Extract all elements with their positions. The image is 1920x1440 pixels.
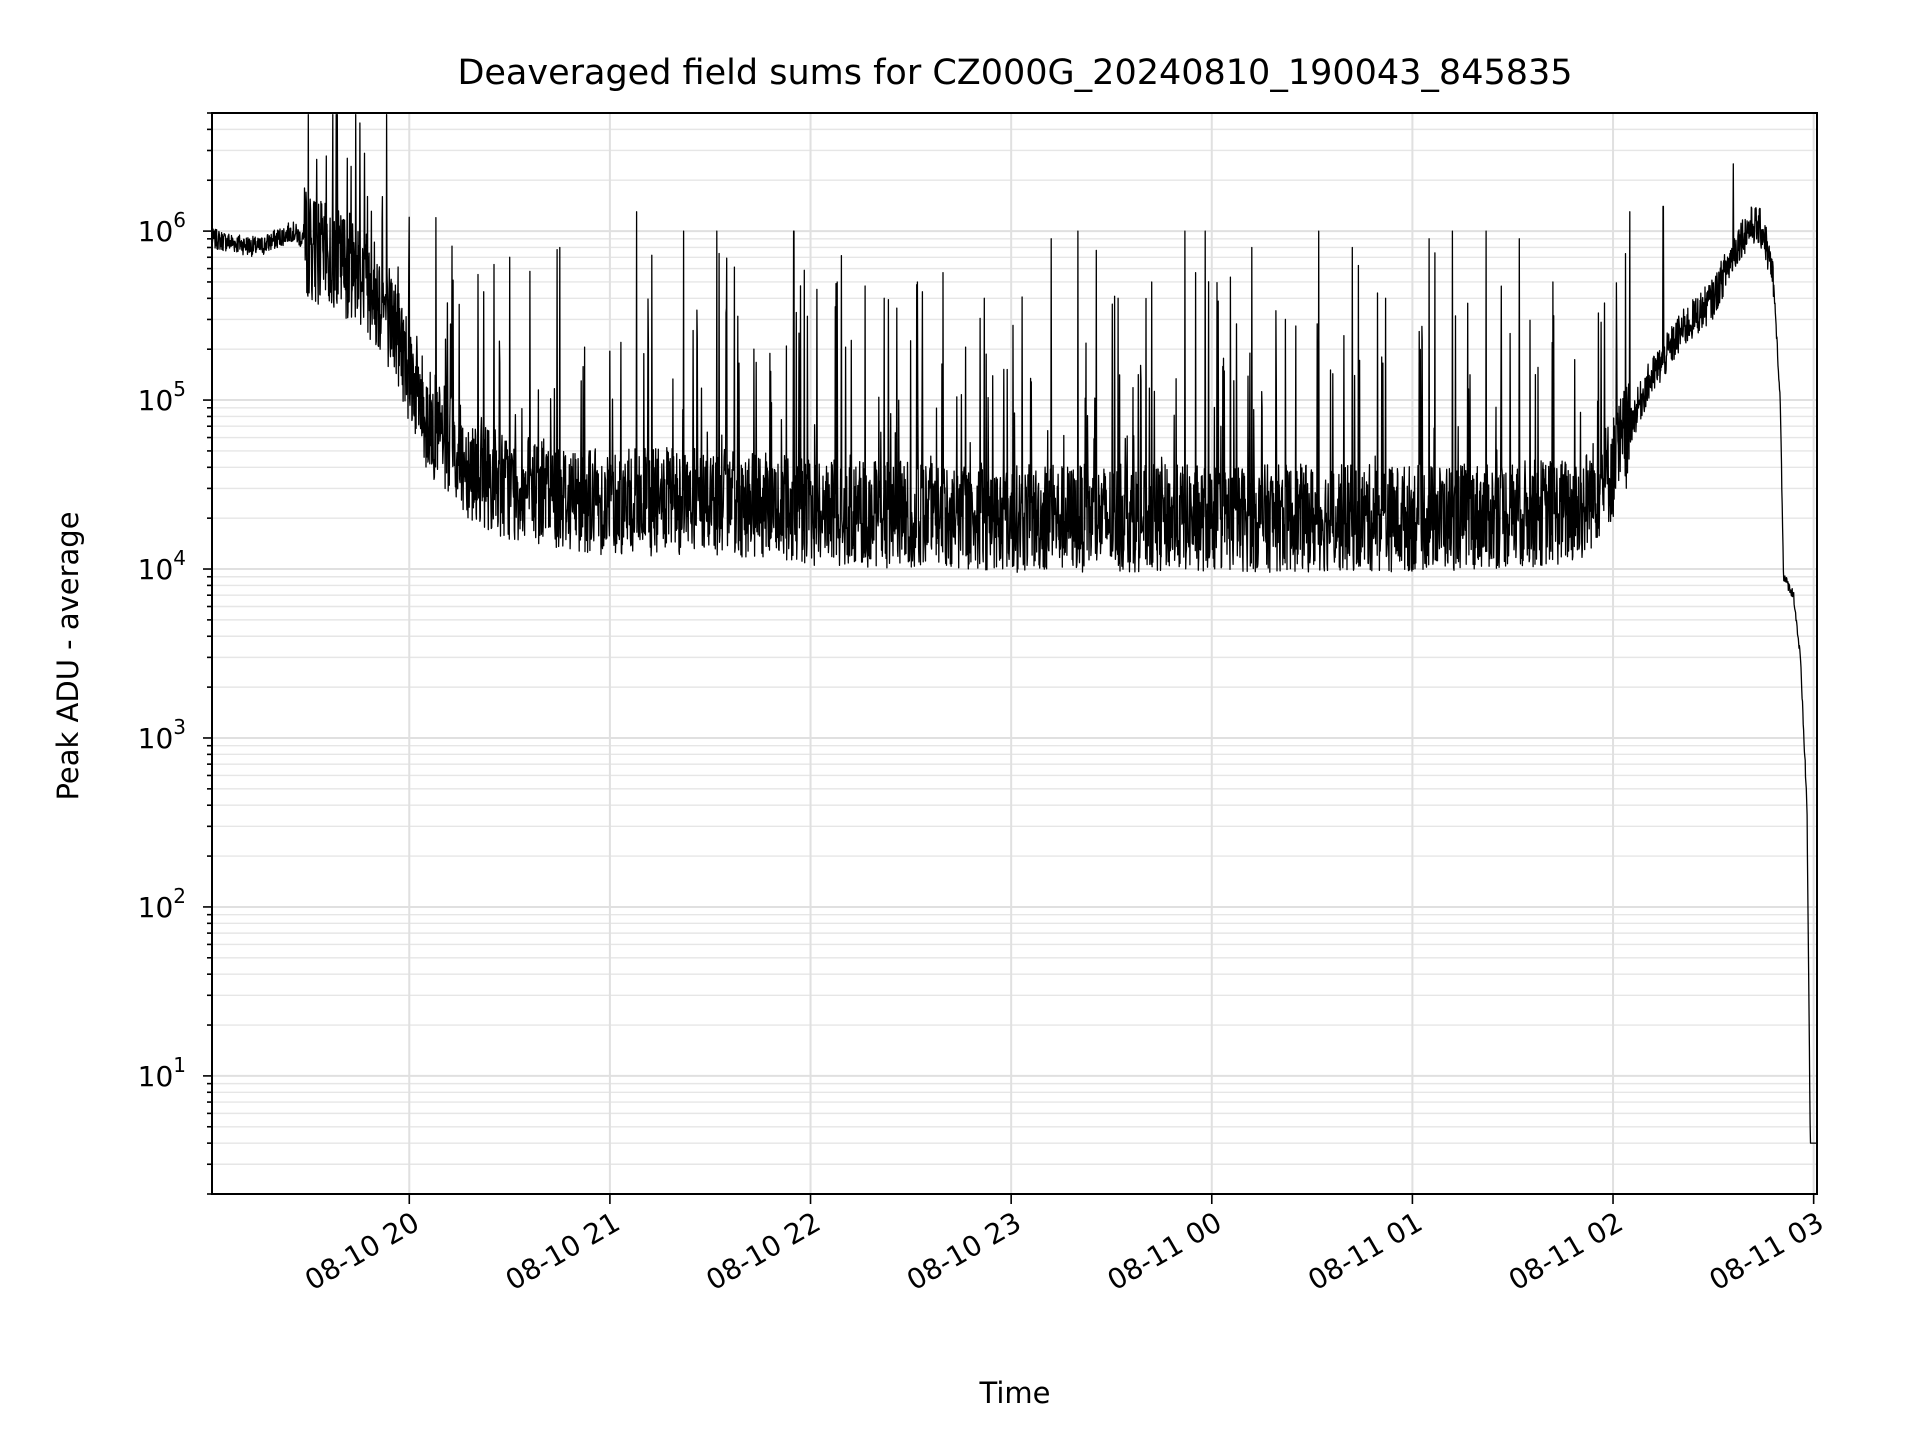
y-tick-label: 105 bbox=[138, 377, 186, 417]
y-tick-label: 102 bbox=[138, 884, 186, 924]
plot-area bbox=[211, 114, 1818, 1144]
y-tick-label: 103 bbox=[138, 715, 186, 755]
x-axis-title: Time bbox=[979, 1376, 1051, 1410]
y-tick-label: 101 bbox=[138, 1053, 186, 1093]
chart-title: Deaveraged field sums for CZ000G_2024081… bbox=[457, 53, 1572, 93]
axes-frame bbox=[211, 112, 1818, 1195]
y-tick-label: 106 bbox=[138, 208, 186, 248]
series-line bbox=[211, 114, 1818, 1144]
axis-ticks bbox=[203, 112, 1815, 1204]
y-tick-label: 104 bbox=[138, 546, 186, 586]
y-axis-title: Peak ADU - average bbox=[51, 511, 85, 800]
y-tick-labels: 101 102 103 104 105 106 bbox=[138, 208, 186, 1093]
